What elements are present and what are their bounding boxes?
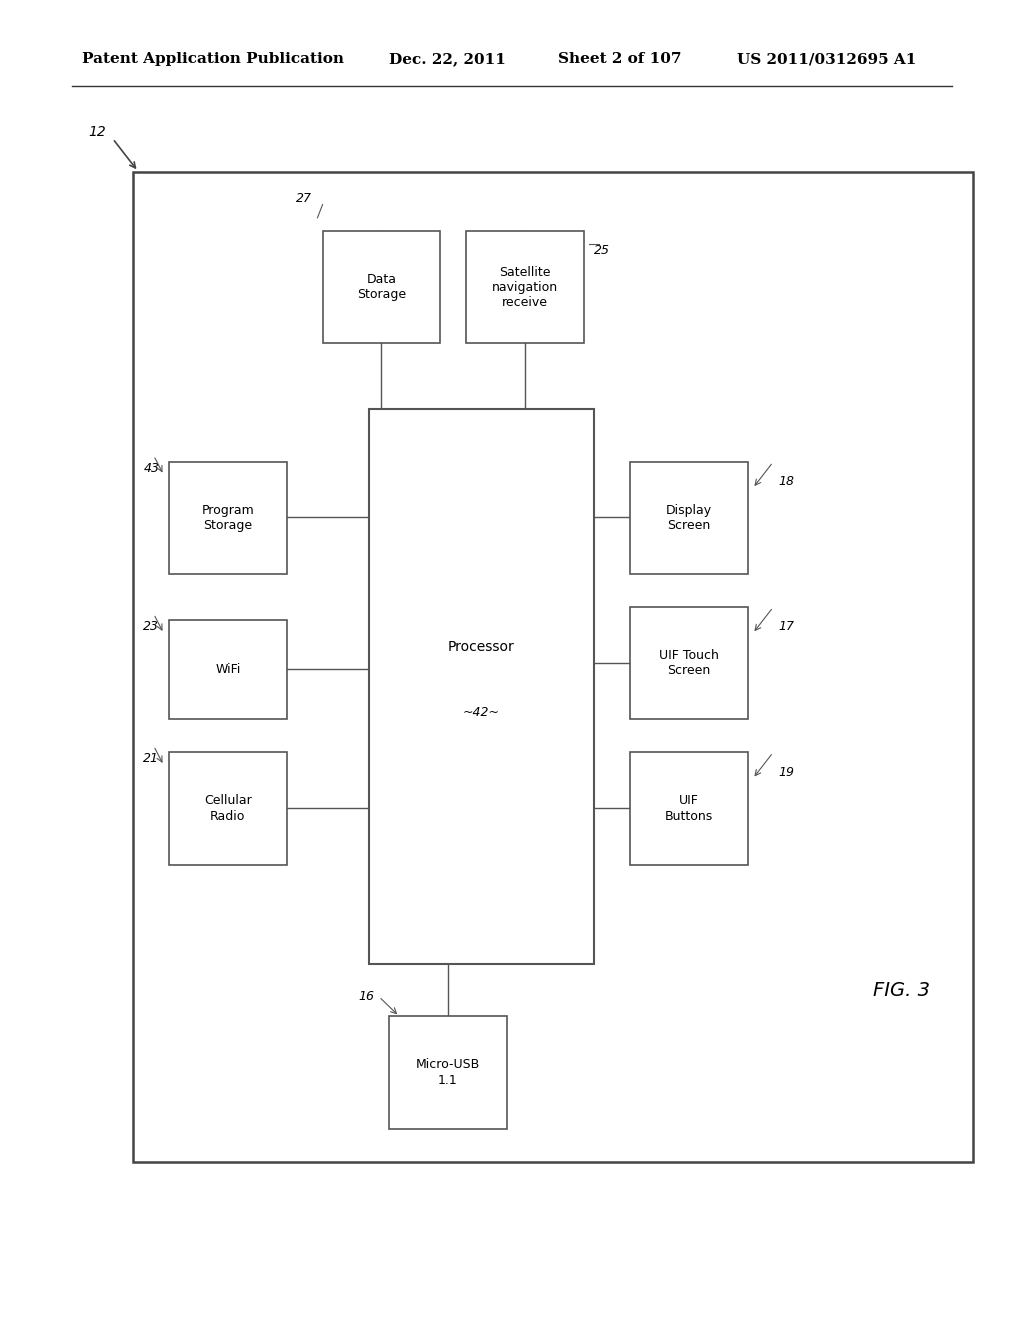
Text: 25: 25	[594, 244, 610, 257]
Text: Processor: Processor	[447, 640, 515, 653]
Text: UIF Touch
Screen: UIF Touch Screen	[658, 649, 719, 677]
Text: Program
Storage: Program Storage	[202, 504, 254, 532]
Text: Satellite
navigation
receive: Satellite navigation receive	[492, 265, 558, 309]
Text: Cellular
Radio: Cellular Radio	[204, 795, 252, 822]
Text: Sheet 2 of 107: Sheet 2 of 107	[558, 53, 682, 66]
FancyBboxPatch shape	[169, 620, 287, 719]
FancyBboxPatch shape	[630, 462, 748, 574]
Text: Patent Application Publication: Patent Application Publication	[82, 53, 344, 66]
FancyBboxPatch shape	[169, 752, 287, 865]
Text: UIF
Buttons: UIF Buttons	[665, 795, 713, 822]
Text: 18: 18	[778, 475, 795, 488]
Text: Dec. 22, 2011: Dec. 22, 2011	[389, 53, 506, 66]
FancyBboxPatch shape	[466, 231, 584, 343]
Text: Data
Storage: Data Storage	[357, 273, 406, 301]
Text: 21: 21	[143, 752, 160, 766]
FancyBboxPatch shape	[630, 752, 748, 865]
FancyBboxPatch shape	[169, 462, 287, 574]
Text: 23: 23	[143, 620, 160, 634]
Text: 43: 43	[143, 462, 160, 475]
Text: 12: 12	[88, 125, 106, 139]
Text: FIG. 3: FIG. 3	[872, 981, 930, 999]
Text: WiFi: WiFi	[215, 664, 241, 676]
Text: 17: 17	[778, 620, 795, 634]
Text: 16: 16	[358, 990, 375, 1003]
Text: ~42~: ~42~	[463, 706, 500, 719]
FancyBboxPatch shape	[630, 607, 748, 719]
Text: US 2011/0312695 A1: US 2011/0312695 A1	[737, 53, 916, 66]
Text: Display
Screen: Display Screen	[666, 504, 712, 532]
Text: 27: 27	[296, 191, 312, 205]
Text: 19: 19	[778, 766, 795, 779]
FancyBboxPatch shape	[369, 409, 594, 964]
FancyBboxPatch shape	[323, 231, 440, 343]
FancyBboxPatch shape	[133, 172, 973, 1162]
FancyBboxPatch shape	[389, 1016, 507, 1129]
Text: Micro-USB
1.1: Micro-USB 1.1	[416, 1059, 480, 1086]
